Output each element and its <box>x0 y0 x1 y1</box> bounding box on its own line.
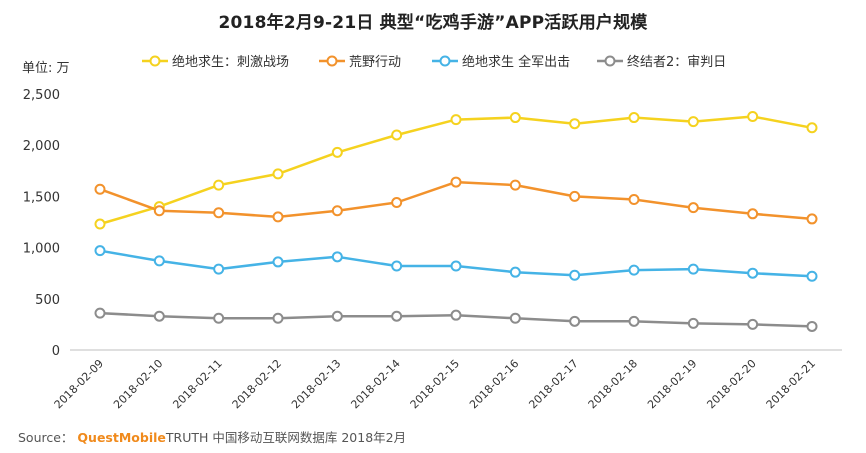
x-tick-label: 2018-02-21 <box>764 357 818 411</box>
data-point <box>569 269 581 281</box>
data-point <box>331 310 343 322</box>
data-point <box>628 193 640 205</box>
x-tick-label: 2018-02-15 <box>408 357 462 411</box>
data-point <box>153 310 165 322</box>
x-tick-label: 2018-02-09 <box>52 357 106 411</box>
data-point <box>272 256 284 268</box>
data-point <box>94 218 106 230</box>
y-tick-label: 1,500 <box>23 190 60 205</box>
data-point <box>509 266 521 278</box>
data-point <box>569 315 581 327</box>
x-tick-label: 2018-02-13 <box>289 357 343 411</box>
data-point <box>331 205 343 217</box>
x-tick-label: 2018-02-17 <box>526 357 580 411</box>
data-point <box>747 208 759 220</box>
data-point <box>687 263 699 275</box>
legend-label: 绝地求生：刺激战场 <box>172 54 289 70</box>
data-point <box>272 312 284 324</box>
data-point <box>628 315 640 327</box>
legend-label: 荒野行动 <box>349 55 401 70</box>
data-point <box>806 122 818 134</box>
data-point <box>450 309 462 321</box>
data-point <box>391 197 403 209</box>
x-tick-label: 2018-02-11 <box>170 357 224 411</box>
data-point <box>153 205 165 217</box>
data-point <box>687 202 699 214</box>
series-line-1 <box>99 180 813 221</box>
data-point <box>153 255 165 267</box>
legend-marker <box>326 55 338 67</box>
y-axis-ticks: 0 500 1,000 1,500 2,000 2,500 <box>23 88 60 359</box>
x-axis-ticks: 2018-02-09 2018-02-10 2018-02-11 2018-02-12… <box>52 357 818 411</box>
data-point <box>391 310 403 322</box>
legend-marker <box>604 55 616 67</box>
source-brand-suffix: TRUTH <box>165 430 209 445</box>
data-point <box>213 312 225 324</box>
data-point <box>391 260 403 272</box>
data-point <box>628 112 640 124</box>
data-point <box>628 264 640 276</box>
data-point <box>450 114 462 126</box>
data-point <box>213 207 225 219</box>
x-tick-label: 2018-02-14 <box>348 357 402 411</box>
data-point <box>450 260 462 272</box>
data-point <box>213 179 225 191</box>
source-brand: QuestMobile <box>77 430 166 445</box>
source-note: Source： QuestMobileTRUTH 中国移动互联网数据库 2018… <box>18 427 406 446</box>
data-point <box>331 146 343 158</box>
y-tick-label: 2,500 <box>23 88 60 103</box>
legend: 绝地求生：刺激战场 荒野行动 绝地求生 全军出击 终结者2：审判日 <box>142 54 726 70</box>
x-tick-label: 2018-02-18 <box>586 357 640 411</box>
y-tick-label: 1,000 <box>23 242 60 257</box>
data-point <box>569 118 581 130</box>
y-tick-label: 0 <box>52 344 60 359</box>
data-point <box>687 116 699 128</box>
data-point <box>509 312 521 324</box>
data-point <box>272 211 284 223</box>
data-point <box>747 318 759 330</box>
legend-marker <box>149 55 161 67</box>
x-tick-label: 2018-02-20 <box>704 357 758 411</box>
data-point <box>94 183 106 195</box>
data-point <box>747 267 759 279</box>
data-point <box>450 176 462 188</box>
legend-label: 绝地求生 全军出击 <box>462 54 570 70</box>
data-point <box>272 168 284 180</box>
data-point <box>509 112 521 124</box>
data-point <box>391 129 403 141</box>
data-point <box>747 111 759 123</box>
y-axis-label: 单位: 万 <box>22 61 70 76</box>
legend-marker <box>439 55 451 67</box>
series-points <box>94 111 818 332</box>
data-point <box>569 190 581 202</box>
x-tick-label: 2018-02-12 <box>230 357 284 411</box>
data-point <box>806 270 818 282</box>
data-point <box>331 251 343 263</box>
x-tick-label: 2018-02-16 <box>467 357 521 411</box>
data-point <box>509 179 521 191</box>
data-point <box>806 213 818 225</box>
data-point <box>94 307 106 319</box>
legend-label: 终结者2：审判日 <box>627 54 726 70</box>
data-point <box>687 317 699 329</box>
data-point <box>94 245 106 257</box>
source-rest: 中国移动互联网数据库 2018年2月 <box>212 430 407 445</box>
y-tick-label: 500 <box>35 293 60 308</box>
chart-title: 2018年2月9-21日 典型“吃鸡手游”APP活跃用户规模 <box>218 13 648 33</box>
y-tick-label: 2,000 <box>23 139 60 154</box>
series-lines <box>99 115 813 328</box>
source-prefix: Source： <box>18 430 74 445</box>
data-point <box>806 320 818 332</box>
x-tick-label: 2018-02-10 <box>111 357 165 411</box>
data-point <box>213 263 225 275</box>
x-tick-label: 2018-02-19 <box>645 357 699 411</box>
